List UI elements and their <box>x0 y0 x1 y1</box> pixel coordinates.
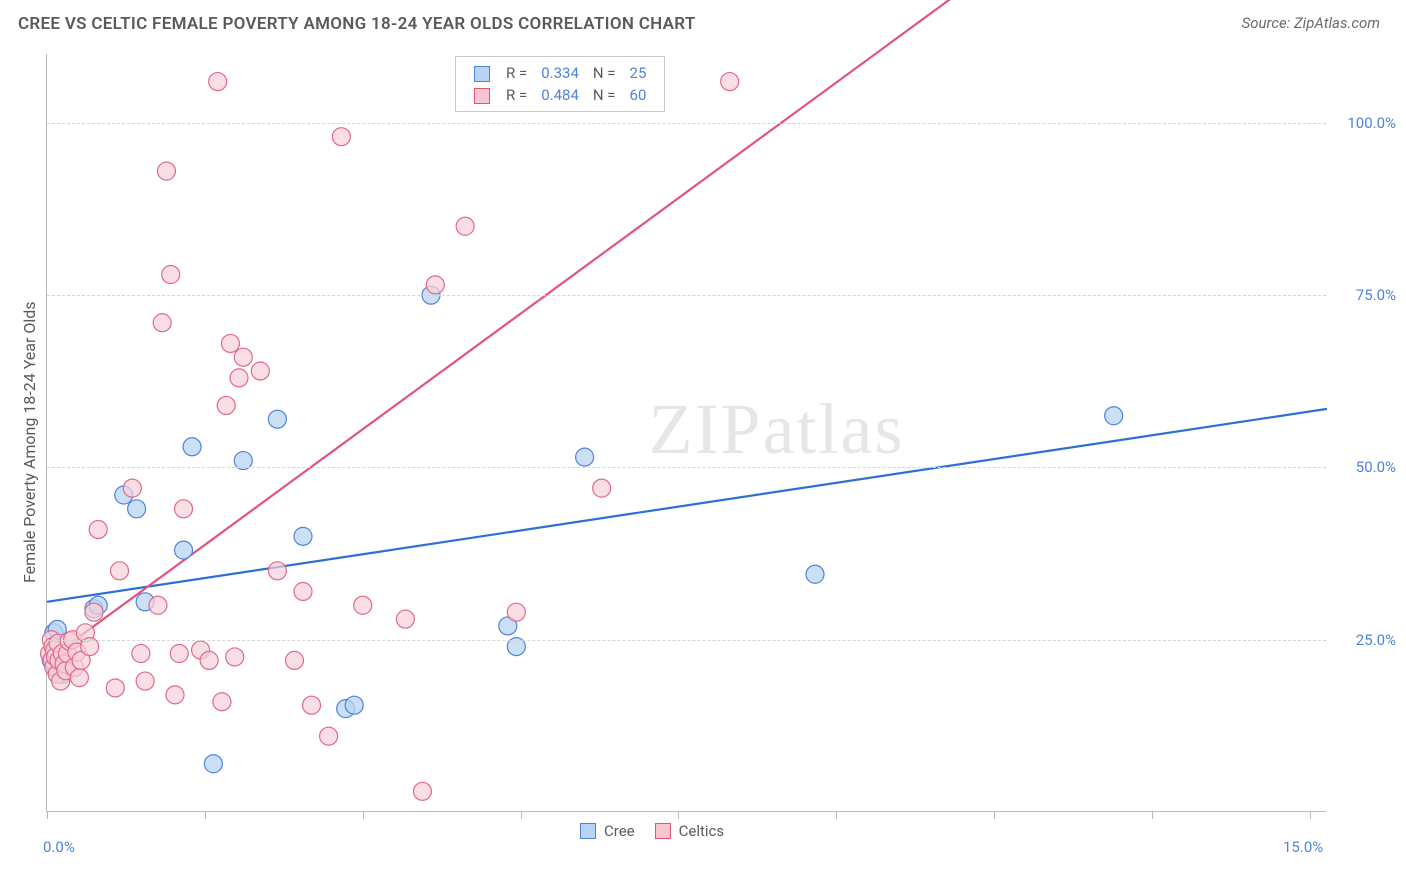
legend-item: Celtics <box>655 822 725 840</box>
data-point-celtics <box>153 314 171 332</box>
source-label: Source: <box>1242 14 1291 32</box>
data-point-cree <box>294 527 312 545</box>
data-point-celtics <box>221 334 239 352</box>
correlation-legend: R =0.334N =25R =0.484N =60 <box>455 56 665 112</box>
x-tick <box>1152 811 1153 819</box>
plot-svg <box>47 54 1327 812</box>
chart-source: Source: ZipAtlas.com <box>1242 14 1380 32</box>
legend-swatch <box>474 66 490 82</box>
data-point-celtics <box>217 396 235 414</box>
x-tick <box>994 811 995 819</box>
y-tick-label: 50.0% <box>1336 458 1396 476</box>
data-point-celtics <box>456 217 474 235</box>
data-point-celtics <box>230 369 248 387</box>
x-tick-label: 15.0% <box>1283 838 1323 856</box>
legend-swatch <box>474 88 490 104</box>
legend-label: Cree <box>604 822 635 840</box>
x-tick <box>205 811 206 819</box>
data-point-celtics <box>89 520 107 538</box>
data-point-cree <box>576 448 594 466</box>
data-point-celtics <box>593 479 611 497</box>
x-tick <box>1310 811 1311 819</box>
x-tick <box>521 811 522 819</box>
legend-label: Celtics <box>679 822 725 840</box>
legend-top-row: R =0.334N =25 <box>468 63 652 83</box>
data-point-celtics <box>170 645 188 663</box>
data-point-cree <box>183 438 201 456</box>
data-point-celtics <box>332 128 350 146</box>
gridline-h <box>47 640 1326 641</box>
data-point-celtics <box>507 603 525 621</box>
chart-header: CREE VS CELTIC FEMALE POVERTY AMONG 18-2… <box>0 0 1406 34</box>
data-point-celtics <box>136 672 154 690</box>
data-point-celtics <box>426 276 444 294</box>
x-tick <box>678 811 679 819</box>
x-tick-label: 0.0% <box>43 838 75 856</box>
legend-n-label: N = <box>587 63 622 83</box>
data-point-cree <box>204 755 222 773</box>
data-point-celtics <box>175 500 193 518</box>
data-point-celtics <box>106 679 124 697</box>
data-point-celtics <box>234 348 252 366</box>
data-point-celtics <box>285 651 303 669</box>
data-point-celtics <box>721 73 739 91</box>
trend-line-cree <box>47 409 1327 602</box>
data-point-cree <box>806 565 824 583</box>
trend-line-celtics <box>47 0 1327 660</box>
data-point-celtics <box>85 603 103 621</box>
data-point-cree <box>1105 407 1123 425</box>
legend-r-label: R = <box>500 85 533 105</box>
data-point-celtics <box>123 479 141 497</box>
data-point-cree <box>175 541 193 559</box>
plot-area: ZIPatlas 25.0%50.0%75.0%100.0%0.0%15.0% <box>46 54 1326 812</box>
data-point-celtics <box>268 562 286 580</box>
data-point-cree <box>128 500 146 518</box>
data-point-celtics <box>111 562 129 580</box>
legend-n-value: 25 <box>624 63 653 83</box>
data-point-celtics <box>166 686 184 704</box>
legend-r-label: R = <box>500 63 533 83</box>
chart-title: CREE VS CELTIC FEMALE POVERTY AMONG 18-2… <box>18 14 696 34</box>
series-legend: Cree Celtics <box>580 822 724 840</box>
data-point-celtics <box>303 696 321 714</box>
data-point-celtics <box>149 596 167 614</box>
source-value: ZipAtlas.com <box>1294 14 1380 32</box>
gridline-h <box>47 295 1326 296</box>
data-point-celtics <box>226 648 244 666</box>
data-point-celtics <box>396 610 414 628</box>
data-point-celtics <box>200 651 218 669</box>
legend-item: Cree <box>580 822 635 840</box>
data-point-celtics <box>162 266 180 284</box>
data-point-celtics <box>132 645 150 663</box>
legend-n-label: N = <box>587 85 622 105</box>
legend-r-value: 0.334 <box>535 63 585 83</box>
legend-swatch <box>580 823 596 839</box>
data-point-celtics <box>294 582 312 600</box>
legend-r-value: 0.484 <box>535 85 585 105</box>
legend-swatch <box>655 823 671 839</box>
data-point-celtics <box>70 669 88 687</box>
data-point-celtics <box>157 162 175 180</box>
data-point-celtics <box>354 596 372 614</box>
gridline-h <box>47 123 1326 124</box>
legend-top-row: R =0.484N =60 <box>468 85 652 105</box>
correlation-legend-table: R =0.334N =25R =0.484N =60 <box>466 61 654 107</box>
y-tick-label: 75.0% <box>1336 286 1396 304</box>
x-tick <box>836 811 837 819</box>
data-point-celtics <box>320 727 338 745</box>
data-point-cree <box>345 696 363 714</box>
y-axis-label: Female Poverty Among 18-24 Year Olds <box>20 301 39 583</box>
data-point-celtics <box>213 693 231 711</box>
data-point-celtics <box>413 782 431 800</box>
data-point-celtics <box>251 362 269 380</box>
gridline-h <box>47 467 1326 468</box>
y-tick-label: 100.0% <box>1336 114 1396 132</box>
legend-n-value: 60 <box>624 85 653 105</box>
x-tick <box>47 811 48 819</box>
x-tick <box>363 811 364 819</box>
data-point-cree <box>268 410 286 428</box>
data-point-celtics <box>209 73 227 91</box>
y-tick-label: 25.0% <box>1336 631 1396 649</box>
